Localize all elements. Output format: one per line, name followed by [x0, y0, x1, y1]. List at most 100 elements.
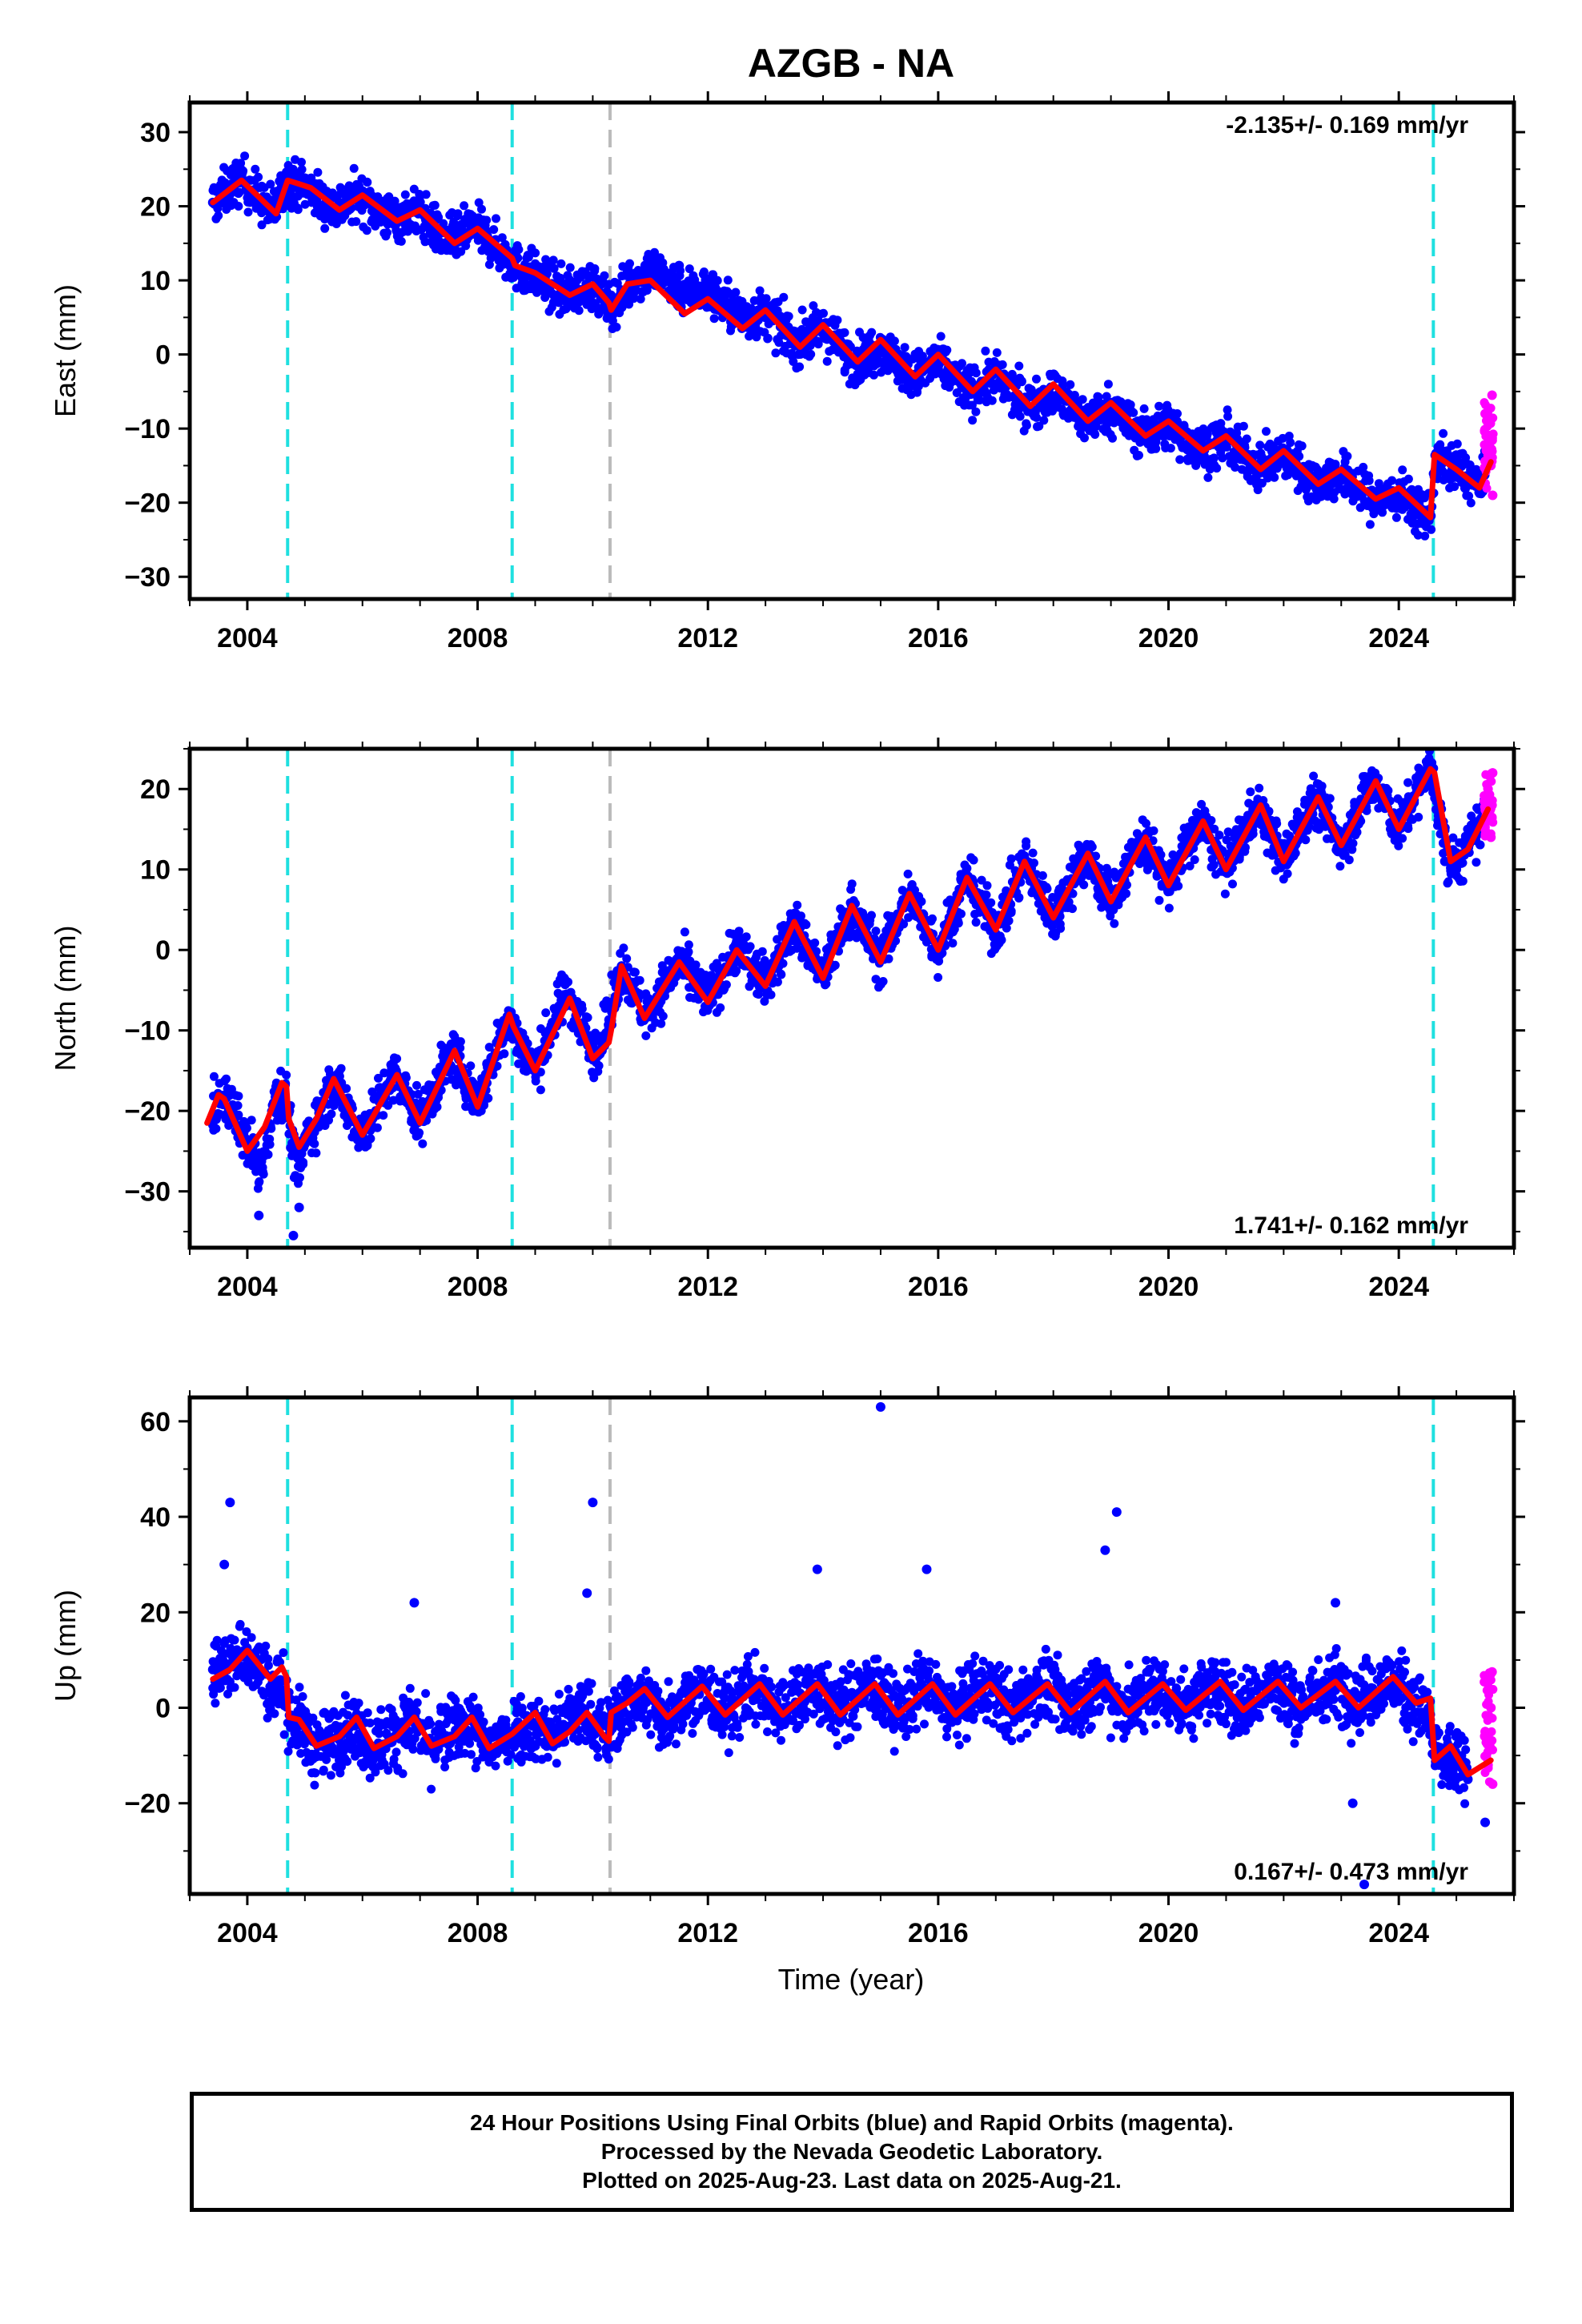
- final-orbit-point: [713, 276, 722, 285]
- final-orbit-point: [456, 1043, 465, 1053]
- final-orbit-point: [840, 328, 849, 337]
- final-orbit-point: [242, 1124, 251, 1133]
- final-orbit-point: [434, 212, 444, 222]
- final-orbit-point: [869, 370, 878, 380]
- final-orbit-point: [1387, 476, 1397, 485]
- final-orbit-point: [819, 308, 828, 318]
- final-orbit-point: [763, 333, 773, 343]
- final-orbit-point: [1420, 531, 1430, 541]
- final-orbit-point: [310, 1139, 319, 1148]
- final-orbit-point: [1091, 851, 1101, 861]
- final-orbit-point: [1078, 395, 1087, 404]
- final-orbit-point: [295, 1173, 304, 1182]
- final-orbit-point: [656, 1019, 666, 1028]
- rapid-orbit-point: [1480, 408, 1491, 419]
- final-orbit-point: [1154, 895, 1164, 905]
- final-orbit-point: [878, 977, 888, 986]
- final-orbit-point: [1239, 421, 1248, 431]
- final-orbit-point: [806, 349, 816, 359]
- final-orbit-point: [934, 973, 943, 982]
- final-orbit-point: [1042, 884, 1052, 894]
- final-orbit-point: [1207, 816, 1216, 825]
- final-orbit-point: [779, 292, 789, 302]
- final-orbit-point: [1079, 880, 1089, 890]
- final-orbit-point: [1166, 444, 1175, 453]
- final-orbit-point: [430, 200, 440, 210]
- rapid-orbit-point: [1483, 438, 1493, 448]
- final-orbit-point: [383, 228, 391, 237]
- final-orbit-point: [1450, 482, 1460, 492]
- final-orbit-point: [1068, 904, 1077, 914]
- final-orbit-point: [489, 225, 499, 235]
- final-orbit-point: [234, 202, 243, 211]
- final-orbit-point: [691, 960, 701, 970]
- final-orbit-point: [1106, 408, 1116, 419]
- final-orbit-point: [293, 205, 303, 215]
- final-orbit-point: [761, 294, 771, 304]
- final-orbit-point: [335, 1072, 344, 1081]
- final-orbit-point: [1241, 842, 1250, 852]
- final-orbit-point: [243, 207, 253, 217]
- final-orbit-point: [635, 975, 644, 985]
- final-orbit-point: [1257, 478, 1267, 488]
- x-tick-label: 2004: [217, 623, 278, 653]
- final-orbit-point: [1174, 881, 1183, 891]
- final-orbit-point: [982, 891, 991, 899]
- final-orbit-point: [797, 911, 805, 921]
- final-orbit-point: [1209, 860, 1219, 870]
- final-orbit-point: [349, 163, 359, 173]
- final-orbit-point: [734, 927, 744, 936]
- final-orbit-point: [594, 1061, 604, 1071]
- east-rate-label: -2.135+/- 0.169 mm/yr: [1226, 112, 1468, 139]
- final-orbit-point: [335, 183, 345, 192]
- final-orbit-point: [311, 1148, 321, 1158]
- final-orbit-point: [992, 348, 1002, 357]
- east-final-orbit-points: [207, 151, 1491, 541]
- final-orbit-point: [1004, 916, 1014, 926]
- final-orbit-point: [323, 205, 333, 215]
- final-orbit-point: [342, 1084, 351, 1093]
- final-orbit-point: [630, 967, 640, 977]
- rapid-orbit-point: [1487, 390, 1497, 400]
- final-orbit-point: [771, 348, 781, 358]
- final-orbit-point: [1262, 427, 1271, 436]
- final-orbit-point: [1110, 919, 1119, 928]
- final-orbit-point: [813, 340, 823, 349]
- y-tick-label: 10: [140, 266, 171, 296]
- final-orbit-point: [1142, 415, 1151, 424]
- final-orbit-point: [1452, 439, 1462, 448]
- final-orbit-point: [327, 1109, 336, 1119]
- final-orbit-point: [583, 1013, 592, 1023]
- chart-title: AZGB - NA: [748, 41, 954, 86]
- final-orbit-point: [1014, 361, 1024, 371]
- final-orbit-point: [1272, 819, 1282, 828]
- final-orbit-point: [889, 336, 899, 346]
- final-orbit-point: [612, 323, 621, 332]
- final-orbit-point: [222, 1074, 231, 1084]
- final-orbit-point: [366, 1134, 375, 1144]
- final-orbit-point: [1151, 444, 1161, 453]
- final-orbit-point: [432, 1102, 442, 1112]
- final-orbit-point: [600, 271, 609, 280]
- final-orbit-point: [1464, 491, 1474, 501]
- final-orbit-point: [645, 253, 656, 263]
- final-orbit-point: [778, 959, 788, 968]
- east-model-fit-line: [210, 177, 1494, 521]
- final-orbit-point: [969, 855, 978, 865]
- final-orbit-point: [1122, 880, 1131, 890]
- x-tick-label: 2020: [1138, 623, 1199, 653]
- final-orbit-point: [396, 236, 406, 246]
- final-orbit-point: [928, 914, 937, 923]
- final-orbit-point: [1212, 464, 1222, 473]
- final-orbit-point: [416, 197, 425, 207]
- final-orbit-point: [933, 364, 943, 375]
- east-y-axis-label: East (mm): [49, 284, 82, 417]
- final-orbit-point: [1255, 440, 1265, 450]
- rapid-orbit-point: [1488, 490, 1498, 501]
- final-orbit-point: [636, 294, 645, 304]
- final-orbit-point: [1235, 854, 1244, 864]
- final-orbit-point: [625, 259, 634, 268]
- final-orbit-point: [254, 172, 263, 182]
- final-orbit-point: [320, 223, 330, 233]
